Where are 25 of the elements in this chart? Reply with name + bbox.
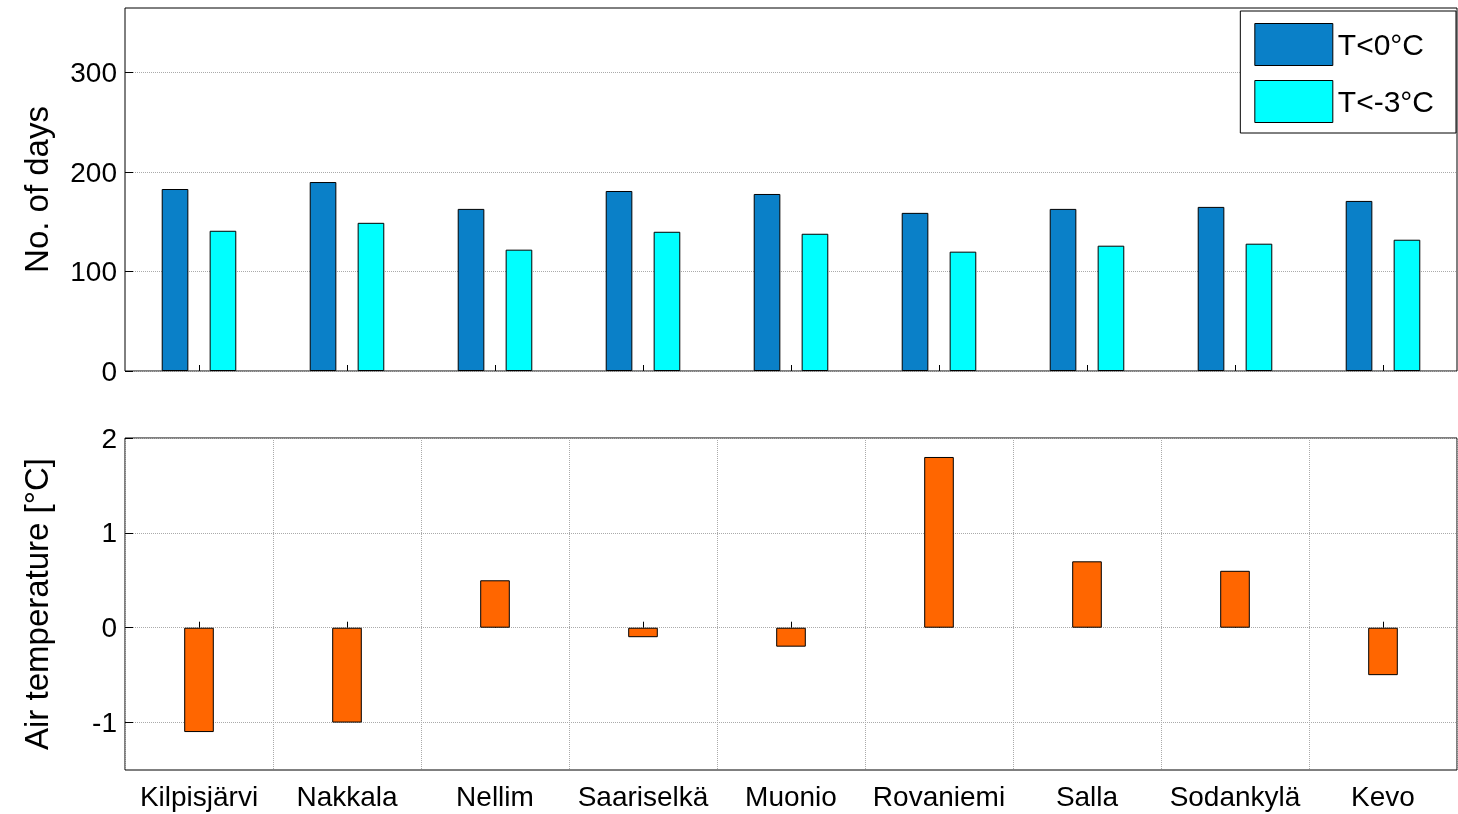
y-axis-title: Air temperature [°C] <box>18 458 55 750</box>
x-tick-label: Saariselkä <box>577 780 709 812</box>
x-tick-label: Kevo <box>1351 780 1415 812</box>
x-tick-label: Nakkala <box>296 780 398 812</box>
y-tick-label: 2 <box>101 422 117 454</box>
bar <box>924 456 954 628</box>
y-tick-label: 0 <box>101 612 117 644</box>
y-tick-label: 100 <box>70 256 117 288</box>
y-tick-label: 1 <box>101 517 117 549</box>
x-tick-label: Nellim <box>456 780 534 812</box>
y-tick-label: 0 <box>101 355 117 387</box>
bar <box>1220 570 1250 628</box>
x-tick-label: Rovaniemi <box>872 780 1006 812</box>
legend-label: T<0°C <box>1337 28 1425 61</box>
legend-label: T<-3°C <box>1337 85 1435 118</box>
x-tick-label: Sodankylä <box>1169 780 1301 812</box>
y-tick-label: 200 <box>70 156 117 188</box>
x-tick-label: Muonio <box>745 780 837 812</box>
bar <box>1072 561 1102 628</box>
x-tick-label: Salla <box>1055 780 1119 812</box>
bar <box>480 580 510 628</box>
y-axis-title: No. of days <box>18 106 55 273</box>
x-tick-label: Kilpisjärvi <box>139 780 259 812</box>
y-tick-label: 300 <box>70 57 117 89</box>
y-tick-label: -1 <box>92 707 117 739</box>
